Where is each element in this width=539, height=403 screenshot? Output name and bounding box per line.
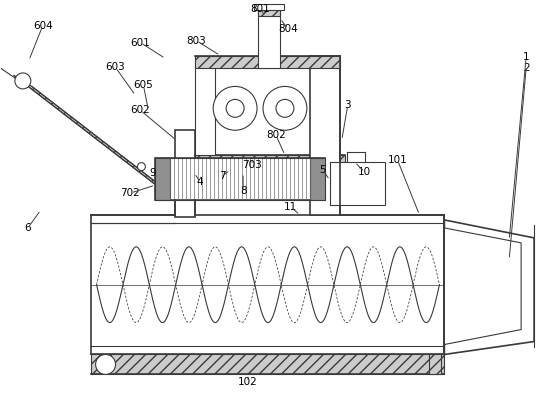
Bar bbox=[430, 355, 441, 374]
Bar bbox=[155, 158, 170, 200]
Circle shape bbox=[276, 100, 294, 117]
Text: 3: 3 bbox=[344, 100, 351, 110]
Text: 804: 804 bbox=[278, 24, 298, 33]
Circle shape bbox=[15, 73, 31, 89]
Bar bbox=[330, 162, 385, 205]
Text: 9: 9 bbox=[149, 168, 156, 178]
Circle shape bbox=[95, 355, 115, 374]
Text: 802: 802 bbox=[266, 130, 286, 140]
Text: 604: 604 bbox=[33, 21, 53, 31]
Text: 4: 4 bbox=[197, 177, 204, 187]
Text: 605: 605 bbox=[134, 81, 153, 90]
Circle shape bbox=[213, 86, 257, 130]
Bar bbox=[195, 155, 345, 173]
Text: 6: 6 bbox=[24, 223, 31, 233]
Polygon shape bbox=[444, 228, 521, 345]
Text: 101: 101 bbox=[388, 155, 407, 165]
Bar bbox=[310, 56, 340, 215]
Text: 7: 7 bbox=[219, 171, 225, 181]
Text: 11: 11 bbox=[284, 202, 298, 212]
Circle shape bbox=[263, 86, 307, 130]
Bar bbox=[310, 158, 325, 200]
Text: 10: 10 bbox=[358, 167, 371, 177]
Bar bbox=[258, 6, 280, 69]
Circle shape bbox=[137, 163, 146, 170]
Text: 703: 703 bbox=[242, 160, 262, 170]
Text: 801: 801 bbox=[250, 4, 270, 14]
Bar bbox=[195, 56, 215, 155]
Text: 5: 5 bbox=[320, 165, 326, 175]
Text: 702: 702 bbox=[121, 188, 140, 198]
Bar bbox=[175, 130, 195, 217]
Text: 602: 602 bbox=[130, 105, 150, 115]
Polygon shape bbox=[444, 220, 534, 355]
Bar bbox=[155, 158, 325, 200]
Polygon shape bbox=[14, 75, 194, 211]
Text: 102: 102 bbox=[238, 377, 258, 387]
Text: 8: 8 bbox=[240, 186, 246, 196]
Bar bbox=[258, 6, 280, 16]
Bar bbox=[91, 355, 444, 374]
Bar bbox=[195, 56, 340, 69]
Text: 601: 601 bbox=[130, 37, 150, 48]
Bar bbox=[254, 4, 284, 10]
Text: 1: 1 bbox=[523, 52, 529, 62]
Circle shape bbox=[226, 100, 244, 117]
Text: 2: 2 bbox=[523, 63, 529, 73]
Text: 803: 803 bbox=[186, 35, 206, 46]
Text: 603: 603 bbox=[106, 62, 126, 73]
